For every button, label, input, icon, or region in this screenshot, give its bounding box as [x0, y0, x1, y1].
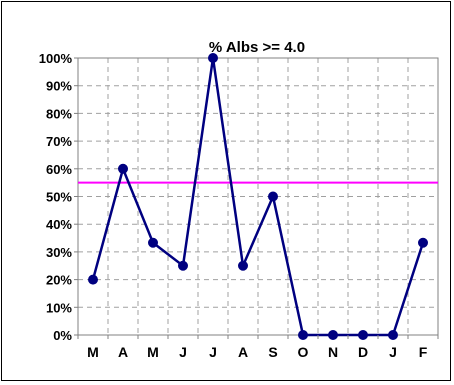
data-point	[328, 330, 338, 340]
x-tick-label: A	[238, 344, 248, 360]
x-tick-label: O	[298, 344, 309, 360]
data-point	[208, 53, 218, 63]
data-point	[388, 330, 398, 340]
data-point	[358, 330, 368, 340]
y-tick-label: 90%	[46, 79, 72, 94]
y-tick-label: 20%	[46, 273, 72, 288]
y-tick-label: 30%	[46, 245, 72, 260]
data-point	[88, 274, 98, 285]
chart-frame: % Albs >= 4.0 0% 10% 20% 30% 40% 50% 60% 70% 80%…	[1, 1, 451, 381]
x-tick-label: M	[87, 344, 99, 360]
y-tick-label: 0%	[53, 328, 72, 343]
data-point	[118, 163, 128, 174]
y-tick-label: 100%	[39, 51, 73, 66]
x-tick-label: M	[147, 344, 159, 360]
y-tick-label: 10%	[46, 300, 72, 315]
y-axis: 0% 10% 20% 30% 40% 50% 60% 70% 80% 90% 100%	[39, 51, 78, 343]
x-tick-label: D	[358, 344, 368, 360]
y-tick-label: 70%	[46, 134, 72, 149]
x-tick-label: S	[268, 344, 277, 360]
chart-title: % Albs >= 4.0	[209, 39, 305, 56]
data-point	[148, 237, 158, 248]
y-tick-label: 40%	[46, 217, 72, 232]
x-tick-label: N	[328, 344, 338, 360]
grid-layer	[78, 58, 438, 335]
data-point	[418, 237, 428, 248]
x-tick-label: F	[419, 344, 428, 360]
x-tick-label: J	[389, 344, 397, 360]
x-tick-label: A	[118, 344, 128, 360]
data-point	[268, 191, 278, 202]
y-tick-label: 60%	[46, 162, 72, 177]
data-point	[238, 260, 248, 271]
line-chart: % Albs >= 4.0 0% 10% 20% 30% 40% 50% 60% 70% 80%…	[39, 39, 439, 360]
data-point	[178, 260, 188, 271]
series-layer	[88, 53, 428, 340]
data-point	[298, 330, 308, 340]
y-tick-label: 80%	[46, 106, 72, 121]
y-tick-label: 50%	[46, 190, 72, 205]
x-tick-label: J	[209, 344, 217, 360]
x-tick-label: J	[179, 344, 187, 360]
